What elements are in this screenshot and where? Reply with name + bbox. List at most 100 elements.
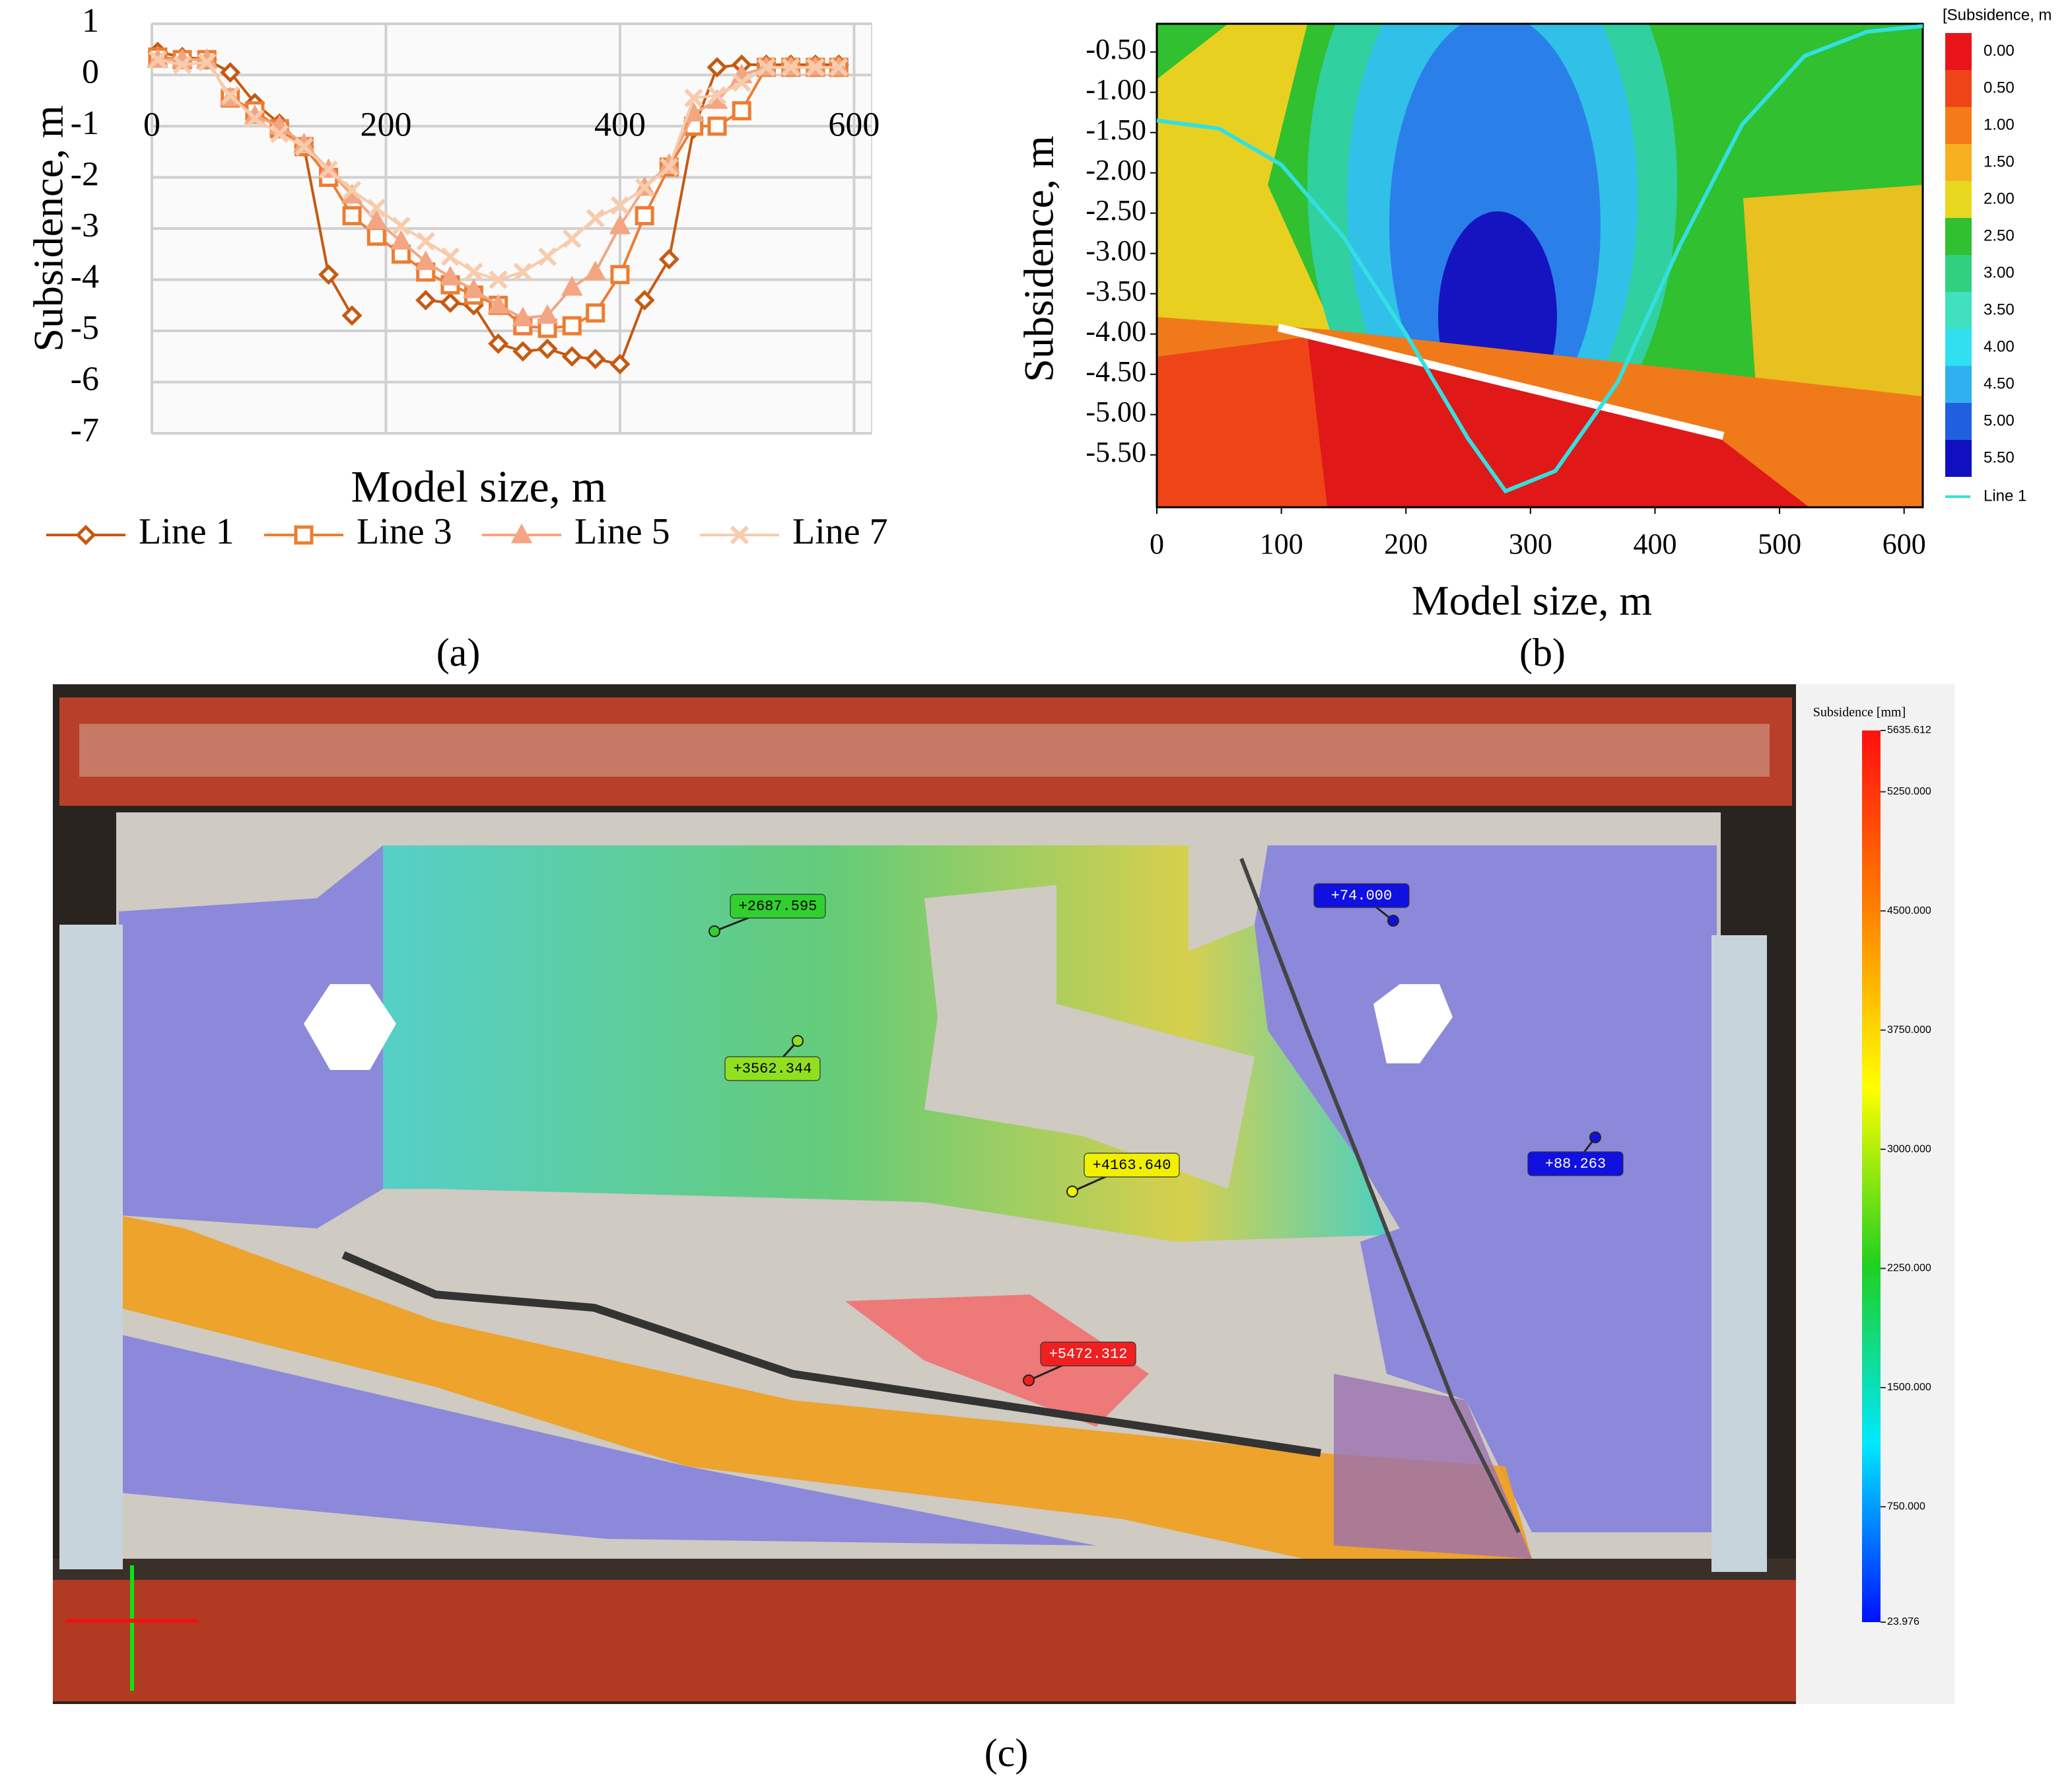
y-tick-label: -0.50 [1086, 33, 1146, 65]
x-tick-label: 0 [1150, 528, 1164, 560]
colorbar-cell [1945, 366, 1972, 403]
colorbar-label: 5250.000 [1887, 786, 1931, 797]
colorbar-label: 0.00 [1984, 42, 2015, 59]
legend-marker [75, 524, 96, 546]
y-tick-label: -3.00 [1086, 234, 1146, 267]
colorbar-label: 5635.612 [1887, 725, 1931, 736]
marker [415, 250, 436, 270]
legend-label: Line 7 [792, 511, 888, 552]
marker [610, 196, 630, 215]
marker [707, 116, 727, 136]
colorbar-label: 5.50 [1984, 448, 2015, 466]
point-label: +5472.312 [1049, 1346, 1128, 1363]
panel-label: (a) [436, 631, 481, 674]
point-label-box [1040, 1341, 1136, 1367]
legend-label: Line 3 [357, 511, 452, 552]
contour-field [1157, 24, 1923, 507]
y-tick-label: -5.00 [1086, 396, 1146, 428]
marker [707, 57, 728, 78]
marker [781, 57, 800, 77]
legend-marker [294, 525, 314, 545]
y-tick-label: -3 [71, 207, 99, 244]
colorbar-label: 3000.000 [1887, 1143, 1931, 1155]
marker [586, 303, 605, 323]
y-tick-label: -6 [71, 360, 99, 398]
colorbar-label: 3750.000 [1887, 1024, 1931, 1036]
marker [562, 316, 582, 336]
measure-point [1066, 1186, 1078, 1197]
legend-marker [510, 523, 533, 544]
point-label-box [724, 1056, 821, 1081]
marker [367, 198, 386, 218]
y-tick-label: -3.50 [1086, 275, 1146, 307]
marker [537, 247, 557, 266]
marker [732, 73, 751, 92]
y-axis-title: Subsidence, m [1016, 135, 1062, 382]
marker [489, 270, 508, 289]
colorbar-label: 1500.000 [1887, 1382, 1931, 1393]
x-tick-label: 200 [360, 106, 411, 143]
panel-label: (b) [1519, 631, 1566, 674]
marker [684, 89, 703, 108]
colorbar-cell [1945, 33, 1972, 70]
marker [732, 101, 751, 121]
photo [53, 684, 1954, 1704]
measure-point [792, 1035, 804, 1047]
y-tick-label: -2 [71, 155, 99, 193]
x-tick-label: 300 [1509, 528, 1552, 560]
colorbar-label: 4500.000 [1887, 905, 1931, 916]
colorbar-label: 23.976 [1887, 1616, 1919, 1627]
marker [440, 247, 460, 266]
marker [536, 304, 559, 324]
point-label: +4163.640 [1093, 1157, 1171, 1174]
colorbar-cell [1945, 70, 1972, 107]
marker [440, 292, 461, 313]
measure-point [1589, 1131, 1601, 1143]
marker [318, 264, 339, 285]
plot-frame [1156, 22, 1924, 509]
y-tick-label: 1 [82, 2, 99, 40]
marker [635, 206, 654, 226]
marker [757, 57, 776, 77]
colorbar-cell [1945, 403, 1972, 440]
series-line [1156, 24, 1923, 494]
y-tick-label: -1.50 [1086, 114, 1146, 146]
marker [172, 55, 192, 75]
marker [415, 289, 436, 311]
colorbar-cell [1945, 181, 1972, 218]
marker [512, 341, 534, 362]
x-tick-label: 600 [1882, 528, 1926, 560]
colorbar-label: 5.00 [1984, 411, 2015, 429]
legend-marker [730, 525, 749, 545]
marker [487, 294, 509, 314]
colorbar-cell [1945, 329, 1972, 366]
colorbar-label: 1.50 [1984, 153, 2015, 170]
legend-label: Line 1 [139, 511, 234, 552]
marker [319, 160, 338, 179]
marker [488, 333, 509, 354]
point-label-box [1084, 1153, 1180, 1178]
colorbar-label: 2.00 [1984, 190, 2015, 207]
point-label-box [1313, 883, 1410, 908]
marker [660, 157, 679, 177]
marker [563, 229, 582, 248]
marker [439, 266, 462, 286]
point-label-box [1527, 1151, 1624, 1176]
measure-point [1023, 1374, 1035, 1386]
marker [584, 260, 606, 281]
colorbar-label: 750.000 [1887, 1501, 1925, 1512]
marker [392, 217, 411, 236]
marker [390, 230, 412, 250]
marker [610, 265, 630, 285]
marker [609, 353, 631, 374]
colorbar-cell [1945, 144, 1972, 181]
y-axis-title: Subsidence, m [25, 105, 72, 351]
marker [707, 86, 727, 105]
y-tick-label: 0 [82, 53, 99, 90]
marker [513, 262, 532, 281]
marker [245, 109, 265, 128]
colorbar [1862, 730, 1881, 1622]
y-tick-label: -4 [71, 258, 99, 295]
colorbar-cell [1945, 292, 1972, 329]
y-tick-label: -1 [71, 104, 99, 142]
